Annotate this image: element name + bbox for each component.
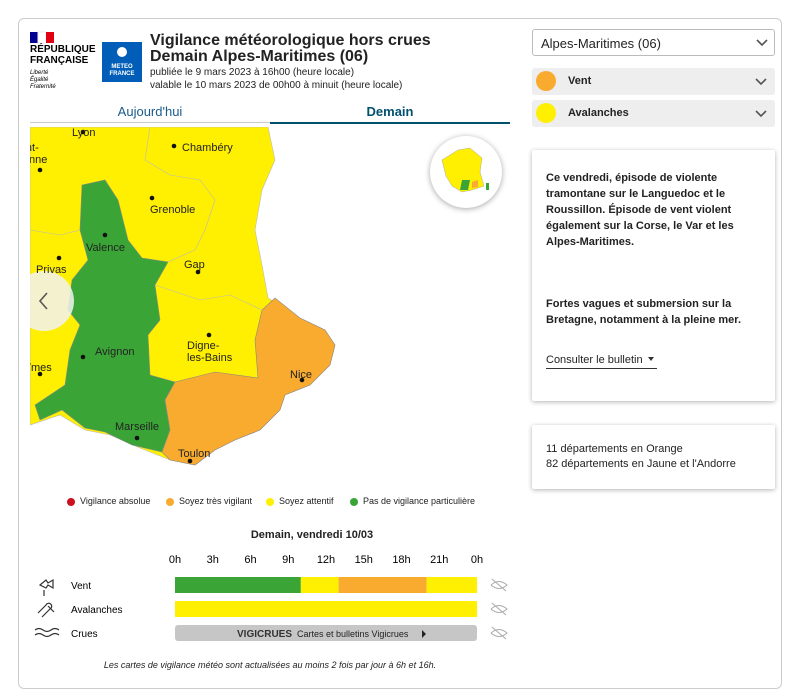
frame [18, 18, 782, 689]
city-label: les-Bains [187, 352, 233, 364]
footnote: Les cartes de vigilance météo sont actua… [103, 660, 437, 670]
department-select[interactable]: Alpes-Maritimes (06) [532, 29, 775, 56]
city-dot [195, 269, 201, 275]
legend-dot [166, 498, 174, 506]
crues-text[interactable]: Cartes et bulletins Vigicrues [297, 629, 409, 639]
hour-label: 6h [244, 554, 256, 566]
city-label: Étienne [30, 153, 47, 166]
city-dot [56, 255, 62, 261]
city-dot [102, 232, 108, 238]
tab[interactable]: Aujourd'hui [30, 104, 270, 123]
city-label: Gap [184, 259, 205, 271]
legend-label: Soyez très vigilant [179, 496, 253, 506]
legend-label: Soyez attentif [279, 496, 334, 506]
phenomenon-row[interactable]: Avalanches [532, 100, 775, 127]
hour-label: 21h [430, 554, 448, 566]
bulletin-link-text[interactable]: Consulter le bulletin [546, 354, 643, 366]
subtitle: Demain Alpes-Maritimes (06) [150, 48, 369, 65]
timeline: 0h 3h 6h 9h 12h 15h 18h 21h 0h Vent Avalanches Crue… [34, 554, 508, 641]
phenomenon-icon [536, 71, 556, 91]
city-dot [37, 371, 43, 377]
bulletin-link[interactable]: Consulter le bulletin [546, 354, 657, 369]
department: Alpes-Maritimes (06) [541, 36, 661, 51]
devise: Fraternité [30, 84, 56, 90]
city-label: Privas [36, 264, 67, 276]
logos: RÉPUBLIQUE FRANÇAISE Liberté Égalité Fra… [30, 31, 142, 90]
phenomenon-label: Vent [568, 75, 592, 87]
legend-dot [266, 498, 274, 506]
row-label: Crues [71, 629, 98, 640]
devise: Liberté [30, 70, 49, 76]
count: 11 départements en Orange [546, 443, 683, 455]
city-dot [149, 195, 155, 201]
devise: Égalité [30, 76, 49, 83]
city-label: Nice [290, 369, 312, 381]
bulletin-text: Fortes vagues et submersion sur la Breta… [546, 298, 742, 326]
timeline-title: Demain, vendredi 10/03 [250, 529, 374, 541]
hour-label: 15h [355, 554, 373, 566]
segment [426, 577, 477, 593]
city-dot [171, 143, 177, 149]
legend-label: Vigilance absolue [80, 496, 151, 506]
valid: valable le 10 mars 2023 de 00h00 à minui… [150, 80, 403, 91]
phenomenon-icon [536, 103, 556, 123]
title: Vigilance météorologique hors crues [150, 32, 431, 49]
tab[interactable]: Demain [270, 104, 510, 124]
city-label: Saint- [30, 142, 39, 154]
city-label: Grenoble [150, 204, 195, 216]
map: Lyon Saint-Étienne Chambéry Grenoble Valence… [30, 127, 502, 466]
hour-label: 0h [471, 554, 483, 566]
row-label: Vent [71, 581, 91, 592]
bulletin-text: Ce vendredi, épisode de violente tramont… [546, 172, 734, 248]
segment [175, 577, 301, 593]
city-dot [299, 377, 305, 383]
hour-label: 0h [169, 554, 181, 566]
meteo-logo: METEO [111, 64, 133, 70]
city-dot [134, 435, 140, 441]
hour-label: 3h [207, 554, 219, 566]
city-label: Lyon [72, 127, 95, 139]
city-dot [37, 167, 43, 173]
city-label: Nîmes [30, 362, 52, 374]
republique: RÉPUBLIQUE [30, 42, 96, 55]
legend-label: Pas de vigilance particulière [363, 496, 476, 506]
vigicrues-logo: VIGICRUES [237, 629, 292, 640]
published: publiée le 9 mars 2023 à 16h00 (heure lo… [150, 67, 355, 78]
meteo-logo: FRANCE [110, 71, 135, 77]
crues-arrow [422, 630, 426, 638]
city-label: Digne- [187, 340, 220, 352]
city-dot [187, 458, 193, 464]
city-label: Marseille [115, 421, 159, 433]
city-dot [206, 332, 212, 338]
chevron [756, 39, 768, 47]
city-dot [80, 129, 86, 135]
legend-dot [67, 498, 75, 506]
hour-label: 9h [282, 554, 294, 566]
chevron-line [755, 78, 767, 86]
chevron [755, 78, 767, 86]
republique: FRANÇAISE [30, 55, 89, 66]
legend-dot [350, 498, 358, 506]
count: 82 départements en Jaune et l'Andorre [546, 458, 736, 470]
segment [300, 577, 339, 593]
segment [175, 601, 477, 617]
counts-card: 11 départements en Orange 82 département… [532, 425, 775, 489]
city-label: Chambéry [182, 142, 233, 154]
row-label: Avalanches [71, 605, 123, 616]
city-dot [80, 354, 86, 360]
city-label: Valence [86, 242, 125, 254]
phenomenon-label: Avalanches [568, 107, 629, 119]
hour-label: 12h [317, 554, 335, 566]
bulletin-card: Ce vendredi, épisode de violente tramont… [532, 150, 775, 401]
segment [338, 577, 427, 593]
phenomenon-row[interactable]: Vent [532, 68, 775, 95]
hour-label: 18h [392, 554, 410, 566]
city-label: Avignon [95, 346, 135, 358]
crues-link[interactable] [175, 625, 477, 641]
chevron [755, 110, 767, 118]
city-label: Toulon [178, 448, 210, 460]
chevron-line [755, 110, 767, 118]
caret [647, 357, 654, 361]
